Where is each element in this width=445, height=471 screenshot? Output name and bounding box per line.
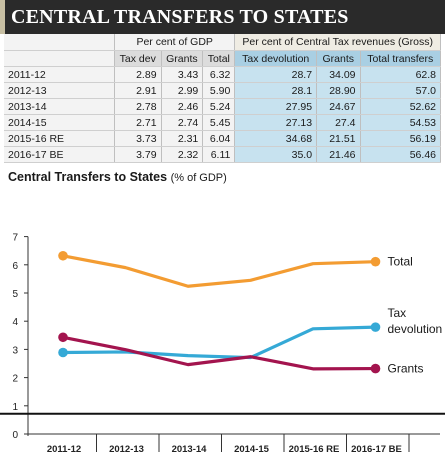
y-tick-label: 6: [12, 261, 18, 272]
x-tick-label: 2012-13: [109, 444, 144, 455]
group-header-tax: Per cent of Central Tax revenues (Gross): [234, 34, 441, 51]
column-header: Grants: [161, 50, 204, 67]
series-line-0: [61, 254, 378, 288]
table-group-row: Per cent of GDP Per cent of Central Tax …: [4, 34, 441, 51]
table-cell: 3.79: [114, 146, 162, 163]
table-cell: 27.13: [234, 114, 318, 131]
table-cell: 2.31: [161, 130, 204, 147]
table-corner: [4, 34, 115, 51]
column-header: Total: [202, 50, 236, 67]
data-point: [370, 322, 381, 332]
table-row: 2016-17 BE 3.79 2.32 6.11 35.0 21.46 56.46: [4, 146, 441, 163]
table-cell: 56.19: [360, 130, 441, 147]
column-header: Tax dev: [114, 50, 162, 67]
y-tick-label: 5: [12, 289, 18, 300]
table-header-row: Tax dev Grants Total Tax devolution Gran…: [4, 50, 441, 67]
table-corner-2: [4, 50, 115, 67]
table-cell: 62.8: [360, 66, 441, 83]
table-cell: 6.11: [202, 146, 236, 163]
chart-title-text: Central Transfers to States: [8, 170, 168, 184]
row-year: 2011-12: [4, 66, 115, 83]
table-cell: 35.0: [234, 146, 318, 163]
series-label: Tax: [388, 306, 407, 320]
table-cell: 3.73: [114, 130, 162, 147]
table-cell: 28.90: [316, 82, 361, 99]
line-chart: 0 1 2 3 4 5 6 7 2011-12 2012-13 2013-14 2014-15 2015…: [0, 233, 445, 455]
x-tick-label: 2016-17 BE: [351, 444, 402, 455]
x-tick-label: 2011-12: [47, 444, 81, 455]
table-cell: 34.09: [316, 66, 361, 83]
x-tick-label: 2013-14: [172, 444, 208, 455]
table-row: 2013-14 2.78 2.46 5.24 27.95 24.67 52.62: [4, 98, 441, 115]
transfers-table: Per cent of GDP Per cent of Central Tax …: [4, 34, 441, 163]
data-point: [58, 250, 68, 261]
data-point: [58, 332, 68, 343]
table-cell: 2.71: [114, 114, 162, 131]
table-cell: 5.45: [202, 114, 236, 131]
data-point: [370, 256, 381, 267]
group-header-gdp: Per cent of GDP: [114, 34, 236, 51]
row-year: 2015-16 RE: [4, 130, 115, 147]
y-tick-label: 2: [12, 374, 18, 385]
table-cell: 54.53: [360, 114, 441, 131]
table-cell: 2.74: [161, 114, 204, 131]
y-tick-label: 3: [12, 345, 18, 356]
chart-title: Central Transfers to States (% of GDP): [8, 170, 227, 184]
x-tick-label: 2015-16 RE: [289, 444, 340, 455]
row-year: 2014-15: [4, 114, 115, 131]
table-cell: 2.46: [161, 98, 204, 115]
page-title: CENTRAL TRANSFERS TO STATES: [11, 6, 349, 28]
series-line-1: [61, 325, 378, 360]
table-row: 2015-16 RE 3.73 2.31 6.04 34.68 21.51 56.19: [4, 130, 441, 147]
column-header: Total transfers: [360, 50, 441, 67]
table-cell: 27.95: [234, 98, 318, 115]
table-row: 2011-12 2.89 3.43 6.32 28.7 34.09 62.8: [4, 66, 441, 83]
series-label: devolution: [388, 322, 443, 336]
table-cell: 3.43: [161, 66, 204, 83]
table-cell: 28.1: [234, 82, 318, 99]
table-cell: 5.90: [202, 82, 236, 99]
table-cell: 6.32: [202, 66, 236, 83]
row-year: 2016-17 BE: [4, 146, 115, 163]
data-point: [370, 363, 381, 374]
table-row: 2012-13 2.91 2.99 5.90 28.1 28.90 57.0: [4, 82, 441, 99]
column-header: Grants: [316, 50, 361, 67]
x-tick-label: 2014-15: [234, 444, 270, 455]
y-tick-label: 1: [12, 402, 18, 413]
table-cell: 2.91: [114, 82, 162, 99]
series-label: Grants: [388, 362, 424, 376]
table-cell: 34.68: [234, 130, 318, 147]
row-year: 2012-13: [4, 82, 115, 99]
series-line-2: [61, 335, 378, 371]
table-cell: 6.04: [202, 130, 236, 147]
column-header: Tax devolution: [234, 50, 318, 67]
table-cell: 56.46: [360, 146, 441, 163]
row-year: 2013-14: [4, 98, 115, 115]
table-cell: 21.51: [316, 130, 361, 147]
table-cell: 5.24: [202, 98, 236, 115]
table-cell: 2.89: [114, 66, 162, 83]
table-cell: 2.99: [161, 82, 204, 99]
y-tick-label: 4: [12, 317, 18, 328]
table-cell: 2.78: [114, 98, 162, 115]
table-cell: 27.4: [316, 114, 361, 131]
table-row: 2014-15 2.71 2.74 5.45 27.13 27.4 54.53: [4, 114, 441, 131]
y-tick-label: 7: [12, 233, 18, 244]
table-cell: 57.0: [360, 82, 441, 99]
chart-title-unit: (% of GDP): [170, 172, 227, 184]
series-label: Total: [388, 255, 413, 269]
table-cell: 21.46: [316, 146, 361, 163]
table-cell: 52.62: [360, 98, 441, 115]
data-point: [58, 347, 68, 358]
table-cell: 28.7: [234, 66, 318, 83]
table-cell: 24.67: [316, 98, 361, 115]
header-bar: CENTRAL TRANSFERS TO STATES: [0, 0, 445, 34]
table-cell: 2.32: [161, 146, 204, 163]
header-accent: [0, 0, 5, 34]
y-tick-label: 0: [12, 430, 18, 441]
